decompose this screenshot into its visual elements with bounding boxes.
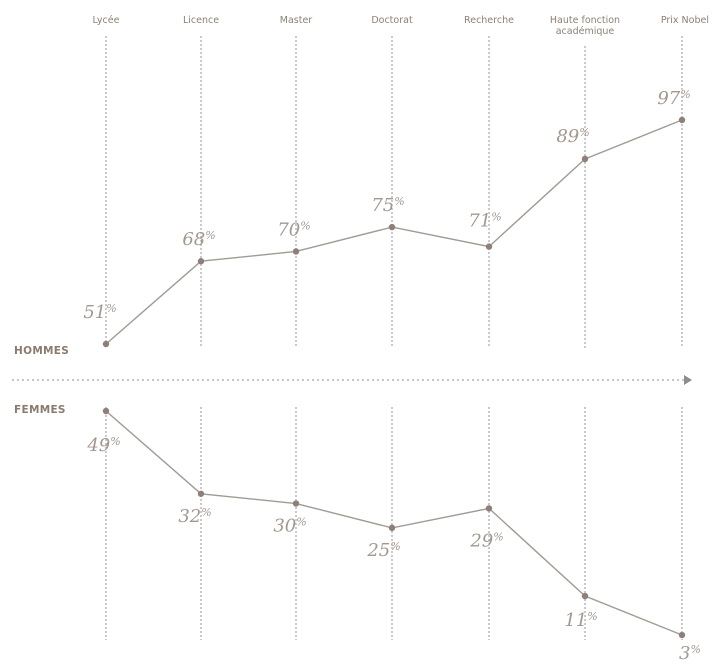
point-femmes-recherche	[485, 505, 493, 512]
point-hommes-recherche	[485, 243, 493, 250]
series-label-hommes: HOMMES	[14, 345, 69, 357]
point-femmes-licence	[197, 490, 205, 497]
data-marks: 51% 68% 70% 75% 71% 89% 97% 49% 32% 30% 25% 29% 11% 3…	[83, 88, 701, 664]
point-femmes-haute-fonction-academique	[581, 592, 589, 600]
value-label-hommes-licence: 68%	[182, 229, 215, 250]
value-label-femmes-licence: 32%	[178, 506, 211, 527]
point-femmes-doctorat	[388, 524, 396, 532]
value-label-femmes-lycee: 49%	[86, 435, 120, 456]
series-label-femmes: FEMMES	[14, 404, 66, 416]
category-label-prix-nobel: Prix Nobel	[661, 15, 709, 26]
value-label-femmes-doctorat: 25%	[366, 540, 400, 561]
point-hommes-licence	[197, 258, 205, 265]
point-hommes-doctorat	[388, 223, 396, 231]
point-hommes-haute-fonction-academique	[581, 155, 589, 163]
value-label-hommes-master: 70%	[277, 219, 310, 240]
point-femmes-lycee	[102, 407, 110, 415]
value-label-femmes-master: 30%	[273, 516, 306, 537]
value-label-hommes-lycee: 51%	[83, 302, 116, 323]
category-label-licence: Licence	[183, 15, 219, 26]
value-label-femmes-prix-nobel: 3%	[679, 643, 701, 664]
point-hommes-master	[292, 248, 300, 255]
value-label-hommes-doctorat: 75%	[371, 195, 404, 216]
category-guides	[105, 36, 683, 640]
value-label-femmes-recherche: 29%	[469, 530, 503, 551]
value-label-hommes-haute-fonction-academique: 89%	[556, 126, 589, 147]
point-femmes-master	[292, 500, 300, 507]
value-label-hommes-recherche: 71%	[468, 211, 501, 232]
point-hommes-lycee	[102, 340, 110, 348]
value-label-hommes-prix-nobel: 97%	[657, 88, 690, 109]
category-label-haute-fonction-academique: Haute fonction académique	[550, 15, 620, 37]
category-label-recherche: Recherche	[464, 15, 514, 26]
axis-arrow-icon	[684, 375, 692, 385]
category-labels: Lycée Licence Master Doctorat Recherche Haute…	[93, 15, 709, 37]
point-femmes-prix-nobel	[678, 631, 686, 639]
point-hommes-prix-nobel	[678, 116, 686, 124]
value-label-femmes-haute-fonction-academique: 11%	[564, 610, 597, 631]
category-label-master: Master	[280, 15, 313, 26]
category-label-doctorat: Doctorat	[371, 15, 413, 26]
category-label-lycee: Lycée	[93, 15, 120, 26]
